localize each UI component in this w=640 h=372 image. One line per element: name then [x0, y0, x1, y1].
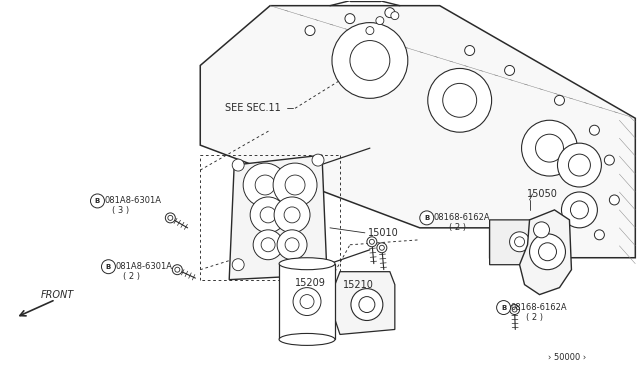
Circle shape	[509, 232, 529, 252]
Circle shape	[570, 201, 588, 219]
Circle shape	[165, 213, 175, 223]
Circle shape	[609, 195, 620, 205]
Circle shape	[604, 155, 614, 165]
Circle shape	[351, 289, 383, 321]
Circle shape	[529, 234, 566, 270]
Text: SEE SEC.11: SEE SEC.11	[225, 103, 281, 113]
Circle shape	[350, 41, 390, 80]
Circle shape	[261, 238, 275, 252]
Circle shape	[277, 230, 307, 260]
Polygon shape	[335, 272, 395, 334]
Circle shape	[293, 288, 321, 315]
Text: ( 2 ): ( 2 )	[124, 272, 140, 281]
Polygon shape	[490, 220, 559, 265]
Text: ( 2 ): ( 2 )	[525, 313, 543, 322]
Circle shape	[515, 237, 525, 247]
Circle shape	[366, 26, 374, 35]
Circle shape	[253, 230, 283, 260]
Circle shape	[243, 163, 287, 207]
Circle shape	[168, 215, 173, 220]
Circle shape	[561, 192, 597, 228]
Circle shape	[255, 175, 275, 195]
Polygon shape	[229, 155, 327, 280]
Text: B: B	[95, 198, 100, 204]
Text: › 50000 ›: › 50000 ›	[547, 353, 586, 362]
Circle shape	[232, 159, 244, 171]
Circle shape	[391, 12, 399, 20]
Circle shape	[102, 260, 115, 274]
Circle shape	[522, 120, 577, 176]
Ellipse shape	[279, 333, 335, 346]
Text: 081A8-6301A: 081A8-6301A	[115, 262, 172, 271]
Ellipse shape	[279, 258, 335, 270]
Text: B: B	[501, 305, 506, 311]
Circle shape	[568, 154, 591, 176]
Circle shape	[557, 143, 602, 187]
Text: FRONT: FRONT	[40, 289, 74, 299]
Text: 08168-6162A: 08168-6162A	[511, 303, 567, 312]
Circle shape	[369, 239, 374, 244]
Circle shape	[305, 26, 315, 36]
Circle shape	[380, 245, 385, 250]
Circle shape	[504, 65, 515, 76]
Circle shape	[428, 68, 492, 132]
Circle shape	[284, 207, 300, 223]
Circle shape	[385, 8, 395, 17]
Polygon shape	[520, 210, 572, 295]
Circle shape	[260, 207, 276, 223]
Circle shape	[512, 307, 517, 312]
Circle shape	[285, 175, 305, 195]
Text: 15010: 15010	[368, 228, 399, 238]
Circle shape	[312, 154, 324, 166]
Circle shape	[534, 222, 550, 238]
Circle shape	[359, 296, 375, 312]
Circle shape	[538, 243, 557, 261]
Circle shape	[497, 301, 511, 314]
Circle shape	[285, 238, 299, 252]
Text: 081A8-6301A: 081A8-6301A	[104, 196, 161, 205]
Circle shape	[232, 259, 244, 271]
Circle shape	[554, 95, 564, 105]
Text: 15209: 15209	[295, 278, 326, 288]
Text: 15050: 15050	[527, 189, 557, 199]
Bar	[279, 264, 335, 339]
Circle shape	[443, 83, 477, 117]
Circle shape	[274, 197, 310, 233]
Circle shape	[332, 23, 408, 98]
Text: 15210: 15210	[343, 280, 374, 290]
Circle shape	[273, 163, 317, 207]
Circle shape	[509, 305, 520, 314]
Circle shape	[376, 17, 384, 25]
Circle shape	[175, 267, 180, 272]
Text: ( 3 ): ( 3 )	[113, 206, 129, 215]
Text: B: B	[424, 215, 429, 221]
Circle shape	[589, 125, 600, 135]
Circle shape	[90, 194, 104, 208]
Polygon shape	[200, 6, 636, 258]
Circle shape	[595, 230, 604, 240]
Circle shape	[465, 45, 475, 55]
Text: 08168-6162A: 08168-6162A	[434, 214, 490, 222]
Circle shape	[536, 134, 563, 162]
Circle shape	[345, 14, 355, 23]
Circle shape	[312, 262, 324, 274]
Circle shape	[377, 243, 387, 253]
Circle shape	[367, 237, 377, 247]
Circle shape	[420, 211, 434, 225]
Circle shape	[300, 295, 314, 308]
Circle shape	[250, 197, 286, 233]
Circle shape	[172, 265, 182, 275]
Text: B: B	[106, 264, 111, 270]
Text: ( 2 ): ( 2 )	[449, 223, 466, 232]
